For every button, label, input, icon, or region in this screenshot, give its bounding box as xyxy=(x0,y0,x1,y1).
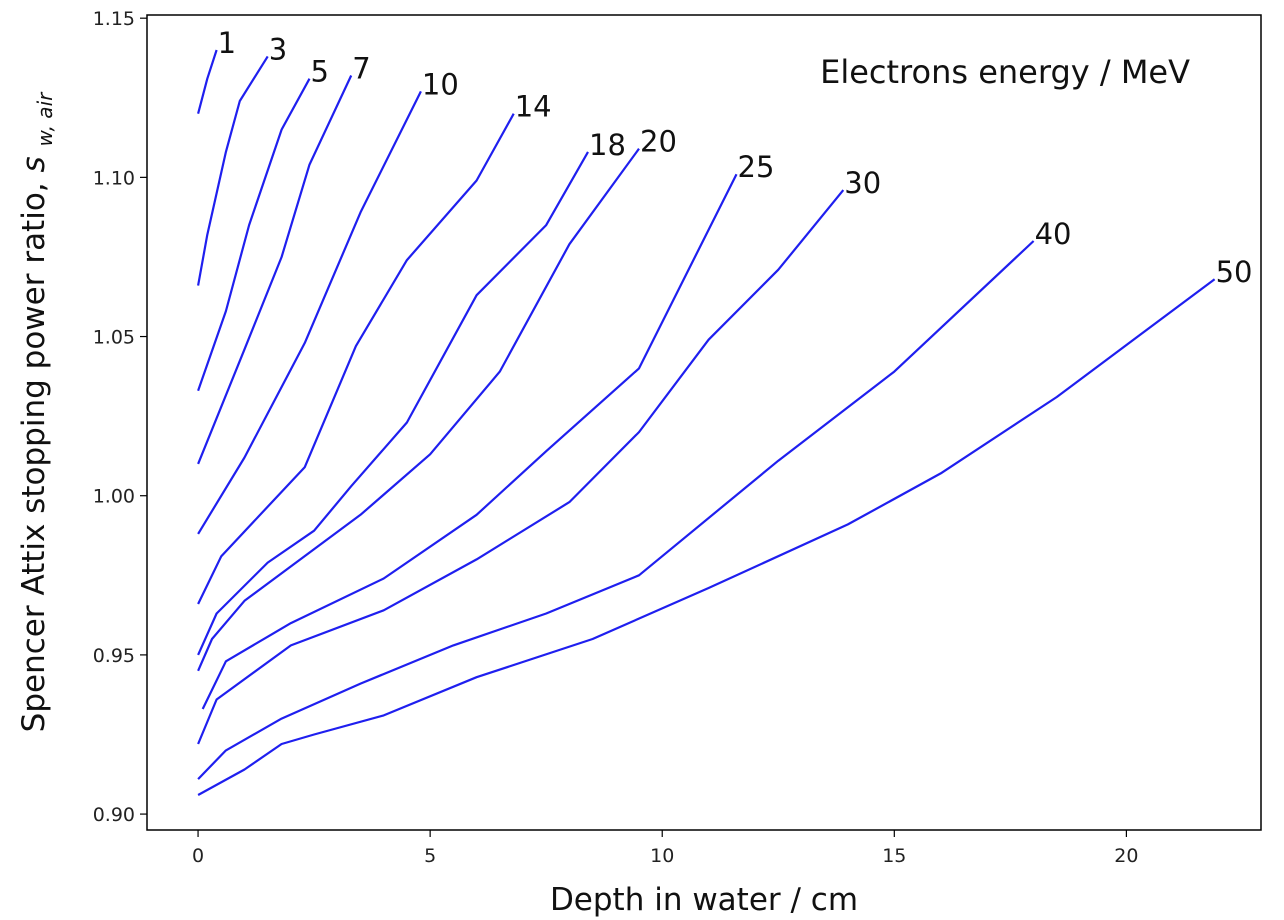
series-layer xyxy=(197,49,1216,796)
series-label-7-mev: 7 xyxy=(352,52,370,86)
x-tick-label: 10 xyxy=(650,845,674,867)
series-label-5-mev: 5 xyxy=(311,55,329,89)
series-line-18-mev xyxy=(197,151,589,656)
series-line-50-mev xyxy=(197,278,1216,796)
y-axis-label-symbol: s xyxy=(16,156,52,172)
labels-layer: 1 35 7 10 14 18 20 25 30 40 50 xyxy=(218,26,1253,289)
series-line-10-mev xyxy=(197,90,422,535)
y-tick-label: 1.05 xyxy=(93,327,135,349)
series-line-30-mev xyxy=(197,189,845,745)
y-axis-label-main: Spencer Attix stopping power ratio, xyxy=(16,182,52,732)
series-line-7-mev xyxy=(197,75,353,465)
y-tick-label: 0.90 xyxy=(93,804,135,826)
energy-annotation: Electrons energy / MeV xyxy=(820,53,1190,91)
y-tick-label: 0.95 xyxy=(93,645,135,667)
series-line-1-mev xyxy=(197,49,218,114)
series-line-3-mev xyxy=(197,55,269,286)
series-label-20-mev: 20 xyxy=(640,125,677,159)
series-label-30-mev: 30 xyxy=(844,166,881,200)
series-label-40-mev: 40 xyxy=(1035,217,1072,251)
series-label-18-mev: 18 xyxy=(589,128,626,162)
x-tick-label: 5 xyxy=(424,845,436,867)
y-axis-label: Spencer Attix stopping power ratio, s w,… xyxy=(16,91,57,732)
plot-frame xyxy=(146,14,1262,831)
series-line-25-mev xyxy=(201,173,738,710)
y-axis-label-subscript: w, air xyxy=(33,91,57,147)
x-tick-label: 20 xyxy=(1114,845,1138,867)
series-line-20-mev xyxy=(197,148,640,672)
series-label-50-mev: 50 xyxy=(1216,255,1253,289)
x-tick-label: 15 xyxy=(882,845,906,867)
series-label-10-mev: 10 xyxy=(422,67,459,101)
series-label-1-mev: 1 xyxy=(218,26,236,60)
series-line-14-mev xyxy=(197,113,515,605)
x-tick-label: 0 xyxy=(192,845,204,867)
x-axis-label: Depth in water / cm xyxy=(550,882,858,918)
y-tick-label: 1.00 xyxy=(93,486,135,508)
y-tick-label: 1.10 xyxy=(93,167,135,189)
series-label-25-mev: 25 xyxy=(738,150,775,184)
series-line-5-mev xyxy=(197,78,311,392)
series-label-14-mev: 14 xyxy=(515,90,552,124)
series-label-3-mev: 3 xyxy=(269,32,287,66)
series-line-40-mev xyxy=(197,240,1035,780)
axes-layer xyxy=(146,14,1262,831)
y-tick-label: 1.15 xyxy=(93,8,135,30)
ticks-layer: 0 5 10 15 200.900.951.001.051.101.15 xyxy=(93,8,1139,867)
